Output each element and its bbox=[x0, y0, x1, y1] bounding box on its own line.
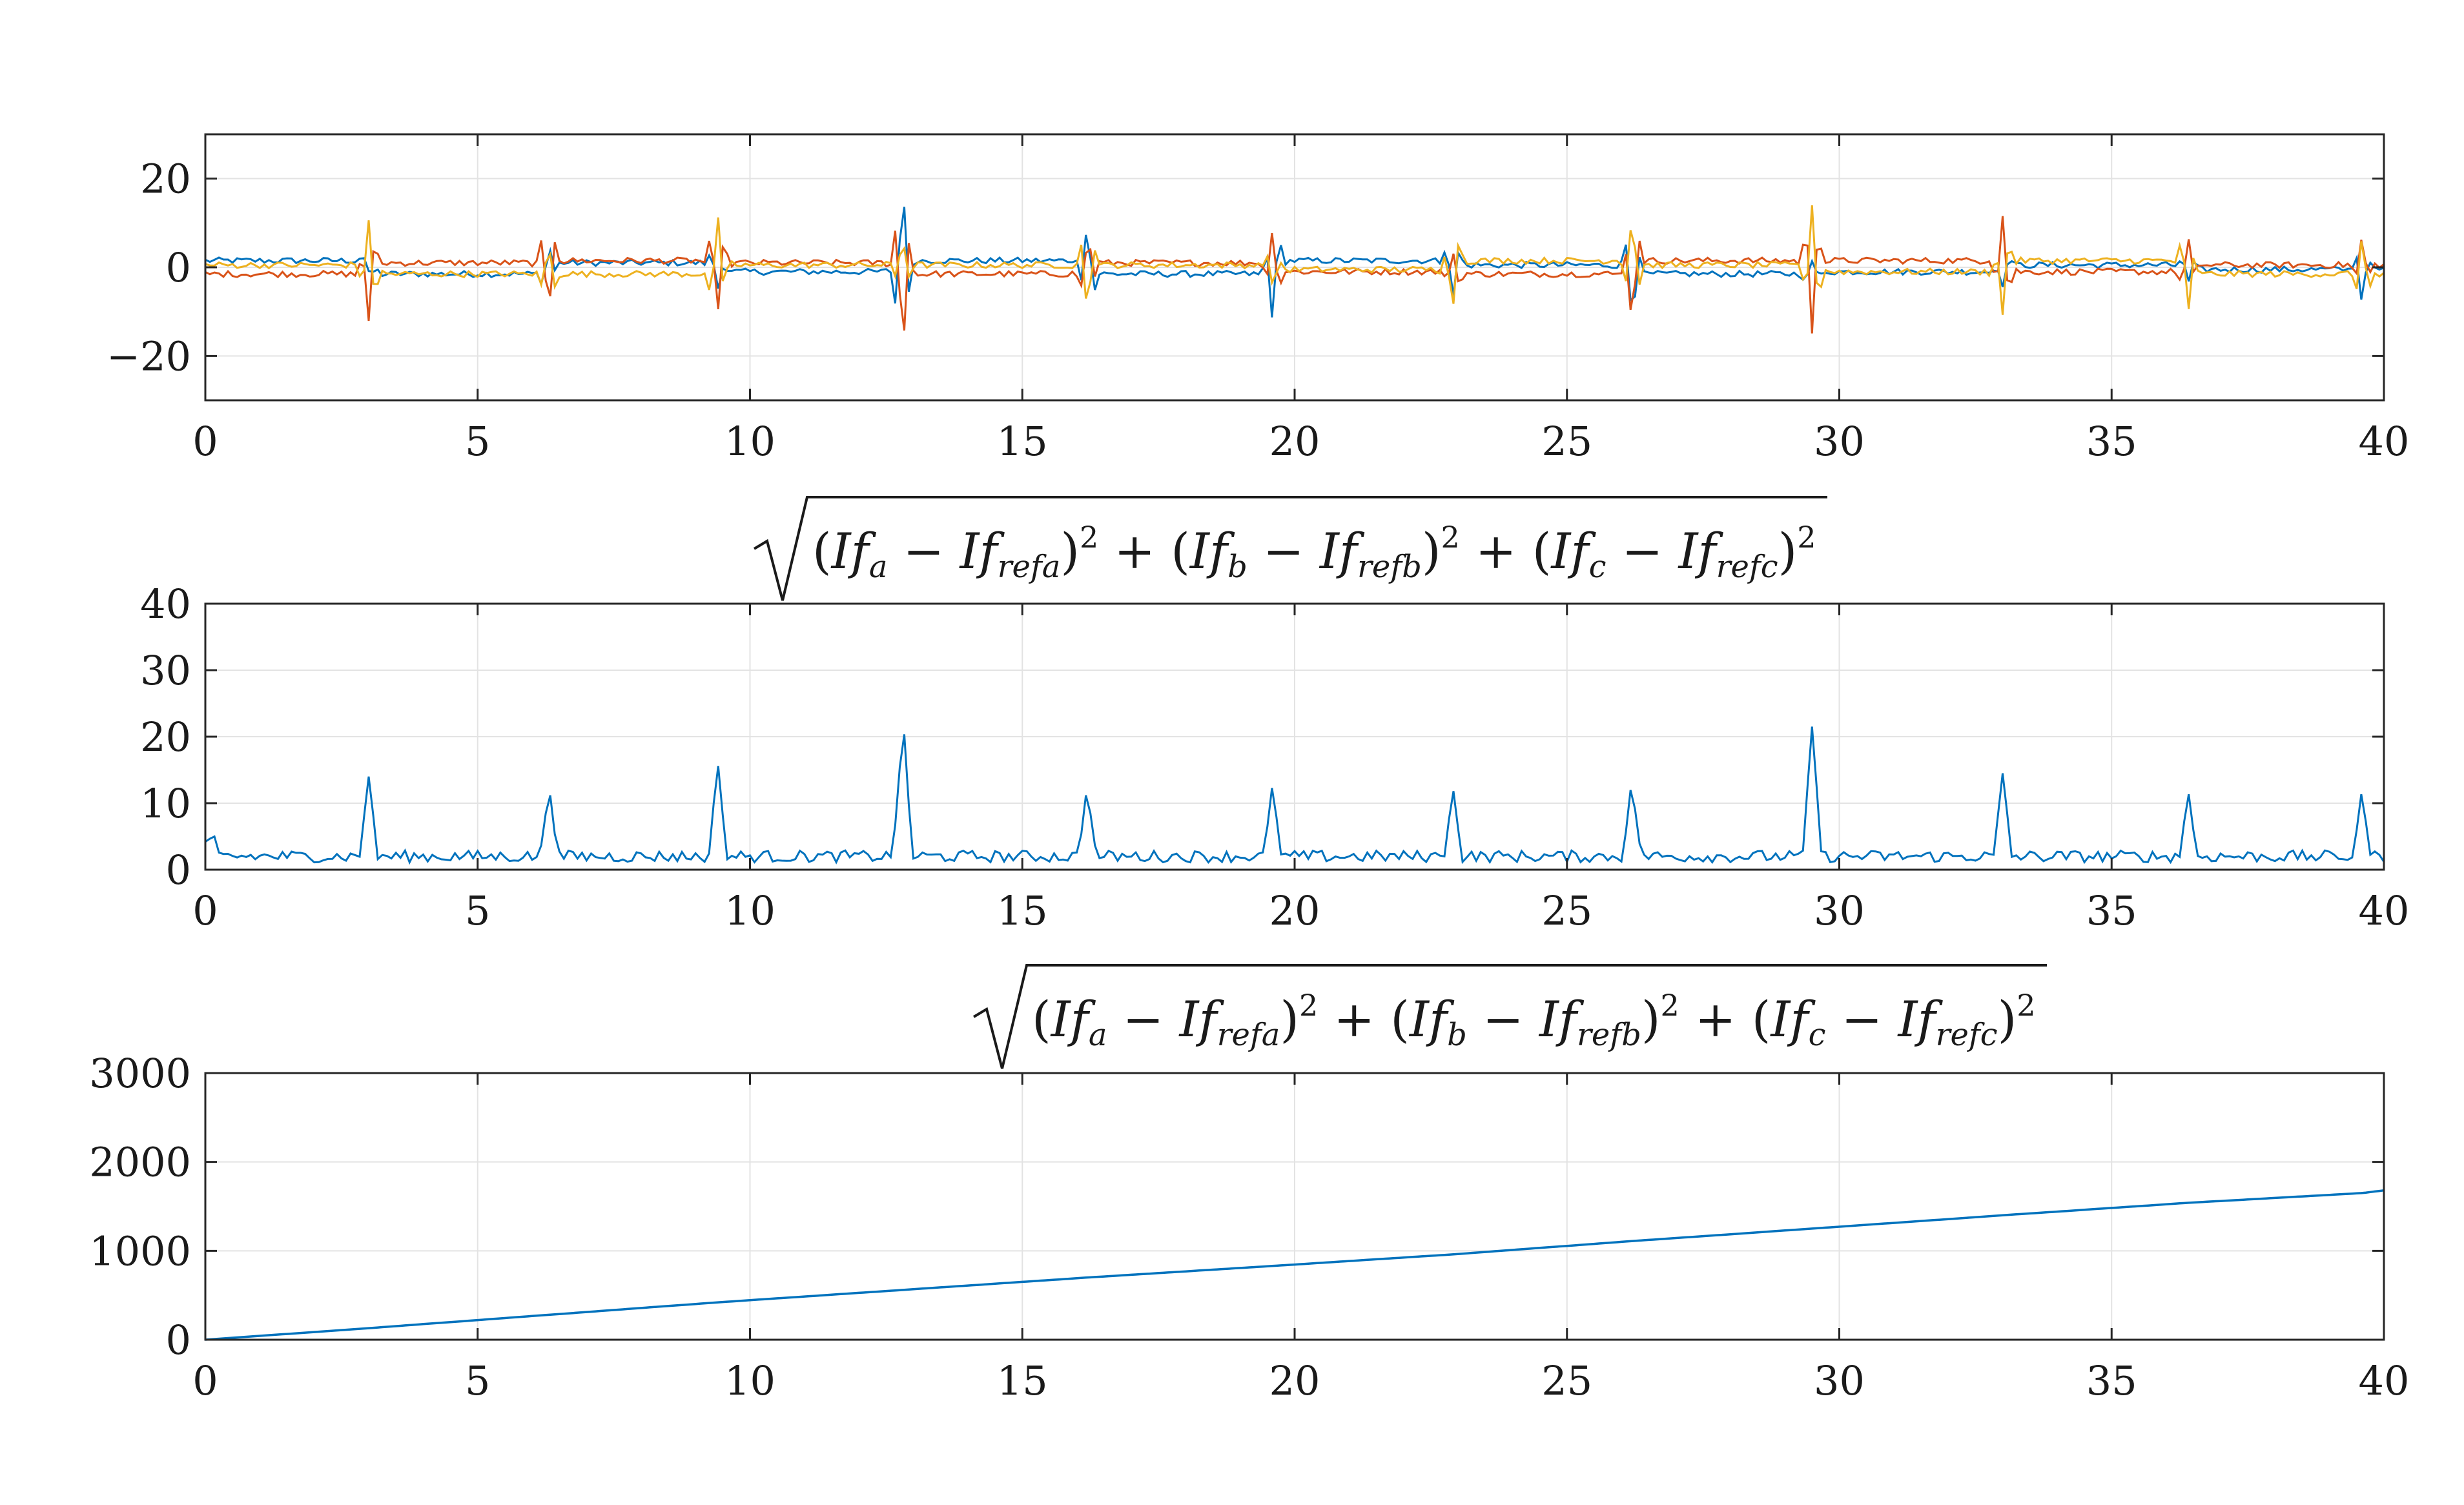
x-tick-label: 15 bbox=[997, 418, 1048, 465]
y-tick-label: 2000 bbox=[89, 1139, 191, 1186]
x-tick-label: 15 bbox=[997, 887, 1048, 934]
y-tick-label: 30 bbox=[140, 647, 191, 694]
x-tick-label: 20 bbox=[1269, 1357, 1320, 1404]
sqrt-radical-2 bbox=[753, 496, 1827, 601]
x-tick-label: 35 bbox=[2086, 887, 2137, 934]
y-tick-label: 20 bbox=[140, 713, 191, 761]
x-tick-label: 5 bbox=[465, 887, 490, 934]
ticks-3: 0 5 10 15 20 25 30 35 40 0 1000 2000 3000 bbox=[89, 1050, 2409, 1404]
subplot-3-title: (Ifa − Ifrefa)2 + (Ifb − Ifrefb)2 + (Ifc… bbox=[972, 964, 2047, 1069]
title-2-expression: (Ifa − Ifrefa)2 + (Ifb − Ifrefb)2 + (Ifc… bbox=[812, 520, 1816, 585]
x-tick-label: 25 bbox=[1541, 1357, 1592, 1404]
x-tick-label: 25 bbox=[1541, 418, 1592, 465]
series-line-b bbox=[205, 216, 2385, 334]
y-tick-label: 3000 bbox=[89, 1050, 191, 1097]
series-line-magnitude bbox=[205, 726, 2385, 865]
x-tick-label: 10 bbox=[724, 1357, 775, 1404]
x-tick-label: 40 bbox=[2359, 1357, 2410, 1404]
sqrt-radical-3 bbox=[972, 964, 2047, 1069]
x-tick-label: 0 bbox=[192, 1357, 218, 1404]
y-tick-label: 0 bbox=[166, 244, 191, 291]
x-tick-label: 15 bbox=[997, 1357, 1048, 1404]
series-line-cumulative bbox=[205, 1189, 2385, 1341]
y-tick-label: 0 bbox=[166, 846, 191, 894]
x-tick-label: 0 bbox=[192, 418, 218, 465]
ticks-2: 0 5 10 15 20 25 30 35 40 0 10 20 30 40 bbox=[140, 580, 2409, 934]
y-tick-label: 1000 bbox=[89, 1227, 191, 1275]
series-lines-1 bbox=[205, 205, 2385, 334]
x-tick-label: 20 bbox=[1269, 418, 1320, 465]
subplot-error-magnitude: 0 5 10 15 20 25 30 35 40 0 10 20 30 40 (Ifa − Ifrefa)… bbox=[140, 496, 2409, 934]
y-tick-label: 40 bbox=[140, 580, 191, 628]
subplot-cumulative-sum: 0 5 10 15 20 25 30 35 40 0 1000 2000 3000 (Ifa − Ifr… bbox=[89, 964, 2409, 1404]
x-tick-label: 35 bbox=[2086, 1357, 2137, 1404]
series-line-c bbox=[205, 205, 2385, 315]
y-tick-label: −20 bbox=[107, 333, 191, 380]
x-tick-label: 10 bbox=[724, 887, 775, 934]
x-tick-label: 30 bbox=[1814, 418, 1865, 465]
x-tick-label: 5 bbox=[465, 1357, 490, 1404]
subplot-2-title: (Ifa − Ifrefa)2 + (Ifb − Ifrefb)2 + (Ifc… bbox=[753, 496, 1827, 601]
series-lines-2 bbox=[205, 726, 2385, 865]
x-tick-label: 20 bbox=[1269, 887, 1320, 934]
series-lines-3 bbox=[205, 1189, 2385, 1341]
x-tick-label: 35 bbox=[2086, 418, 2137, 465]
y-tick-label: 10 bbox=[140, 780, 191, 827]
x-tick-label: 10 bbox=[724, 418, 775, 465]
x-tick-label: 5 bbox=[465, 418, 490, 465]
y-tick-label: 20 bbox=[140, 156, 191, 203]
title-3-expression: (Ifa − Ifrefa)2 + (Ifb − Ifrefb)2 + (Ifc… bbox=[1032, 988, 2036, 1053]
x-tick-label: 0 bbox=[192, 887, 218, 934]
series-line-a bbox=[205, 207, 2385, 318]
x-tick-label: 30 bbox=[1814, 1357, 1865, 1404]
x-tick-label: 40 bbox=[2359, 887, 2410, 934]
y-tick-label: 0 bbox=[166, 1316, 191, 1364]
x-tick-label: 40 bbox=[2359, 418, 2410, 465]
x-tick-label: 30 bbox=[1814, 887, 1865, 934]
x-tick-label: 25 bbox=[1541, 887, 1592, 934]
